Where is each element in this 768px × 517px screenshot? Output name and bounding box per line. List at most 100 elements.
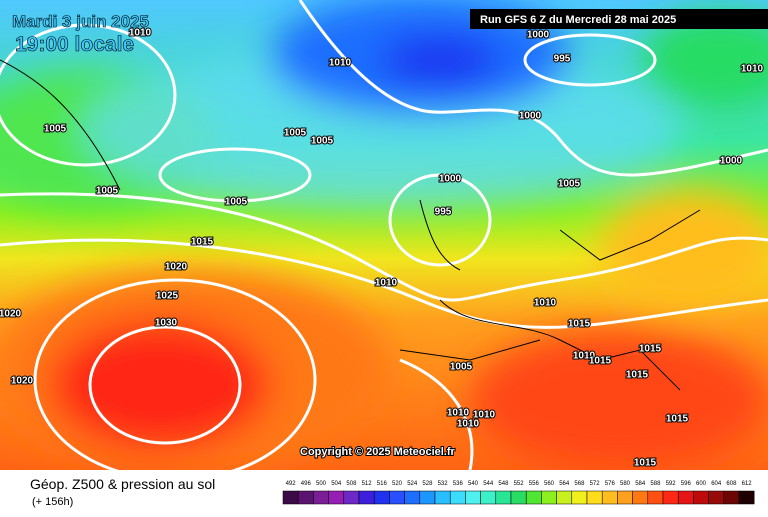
legend-swatch (419, 490, 436, 505)
isobar-label: 1015 (634, 458, 657, 469)
legend-value: 496 (301, 481, 312, 487)
isobar-label: 1000 (439, 174, 462, 185)
isobar-label: 1005 (450, 362, 473, 373)
legend-value: 508 (346, 481, 357, 487)
footer-title: Géop. Z500 & pression au sol (30, 476, 215, 492)
isobar-label: 995 (435, 207, 452, 218)
isobar-label: 1010 (741, 64, 764, 75)
legend-value: 568 (574, 481, 585, 487)
legend-swatch (601, 490, 618, 505)
legend-value: 608 (726, 481, 737, 487)
legend-value: 552 (514, 481, 525, 487)
isobar-label: 1020 (11, 376, 34, 387)
isobar-label: 1020 (0, 309, 22, 320)
legend-value: 556 (529, 481, 540, 487)
legend-swatch (389, 490, 405, 505)
legend-swatch (358, 490, 375, 505)
footer-lead: (+ 156h) (32, 496, 73, 508)
legend-swatch (525, 490, 542, 505)
legend-swatch (693, 490, 709, 505)
isobar-label: 1005 (284, 128, 307, 139)
isobar-label: 1005 (311, 136, 334, 147)
isobar-label: 1005 (44, 124, 67, 135)
legend-swatch (480, 490, 497, 505)
isobars (0, 0, 768, 480)
legend-value: 528 (422, 481, 433, 487)
legend-swatch (632, 490, 649, 505)
legend-value: 536 (453, 481, 464, 487)
legend-value: 600 (696, 481, 707, 487)
legend-swatch (297, 490, 314, 505)
isobar-label: 1010 (375, 278, 398, 289)
run-box (470, 9, 768, 29)
legend-swatch (373, 490, 390, 505)
copyright: Copyright © 2025 Meteociel.fr (300, 446, 456, 458)
run-info: Run GFS 6 Z du Mercredi 28 mai 2025 (480, 14, 676, 26)
isobar-label: 1000 (519, 111, 542, 122)
legend-swatch (738, 490, 755, 505)
legend-value: 604 (711, 481, 722, 487)
legend-value: 540 (468, 481, 479, 487)
legend-value: 516 (377, 481, 388, 487)
legend-value: 532 (438, 481, 449, 487)
legend-swatch (586, 490, 603, 505)
legend-swatch (434, 490, 451, 505)
isobar-label: 1015 (589, 356, 612, 367)
legend-swatch (647, 490, 664, 505)
map-background (0, 0, 768, 470)
legend-swatch (510, 490, 527, 505)
isobar-label: 1015 (666, 414, 689, 425)
legend-value: 592 (666, 481, 677, 487)
date: Mardi 3 juin 2025 (12, 12, 149, 31)
legend-value: 612 (742, 481, 753, 487)
legend-value: 572 (590, 481, 601, 487)
isobar-label: 1010 (129, 28, 152, 39)
legend-swatch (723, 490, 740, 505)
legend-value: 576 (605, 481, 616, 487)
isobar-label: 1010 (457, 419, 480, 430)
legend-value: 520 (392, 481, 403, 487)
isobar-label: 1010 (447, 408, 470, 419)
legend-value: 580 (620, 481, 631, 487)
legend-swatch (313, 490, 329, 505)
coastlines (0, 59, 701, 391)
legend-value: 548 (498, 481, 509, 487)
isobar-label: 1000 (527, 30, 550, 41)
isobar-label: 1005 (96, 186, 119, 197)
legend-swatch (282, 490, 299, 505)
legend-swatch (495, 490, 512, 505)
legend-swatch (465, 490, 481, 505)
isobar-label: 1010 (534, 298, 557, 309)
legend-value: 584 (635, 481, 646, 487)
legend-value: 596 (681, 481, 692, 487)
legend-value: 504 (331, 481, 342, 487)
legend-swatch (708, 490, 725, 505)
isobar-label: 1030 (155, 318, 178, 329)
legend-swatch (343, 490, 360, 505)
legend-swatch (404, 490, 421, 505)
isobar-label: 1015 (639, 344, 662, 355)
isobar-label: 1000 (720, 156, 743, 167)
legend-value: 544 (483, 481, 494, 487)
isobar-label: 1015 (626, 370, 649, 381)
isobar-label: 1005 (225, 197, 248, 208)
legend-swatch (571, 490, 588, 505)
legend-value: 560 (544, 481, 555, 487)
legend-value: 500 (316, 481, 327, 487)
legend-value: 492 (286, 481, 297, 487)
legend-value: 512 (362, 481, 373, 487)
isobar-label: 1020 (165, 262, 188, 273)
legend-value: 524 (407, 481, 418, 487)
legend-swatch (677, 490, 694, 505)
legend-swatch (328, 490, 345, 505)
legend-value: 588 (650, 481, 661, 487)
isobar-label: 1010 (473, 410, 496, 421)
isobar-label: 1010 (573, 351, 596, 362)
legend-swatch (662, 490, 679, 505)
time: 19:00 locale (15, 33, 134, 56)
isobar-label: 1015 (568, 319, 591, 330)
isobar-label: 1005 (558, 179, 581, 190)
isobar-label: 995 (554, 54, 571, 65)
legend-value: 564 (559, 481, 570, 487)
